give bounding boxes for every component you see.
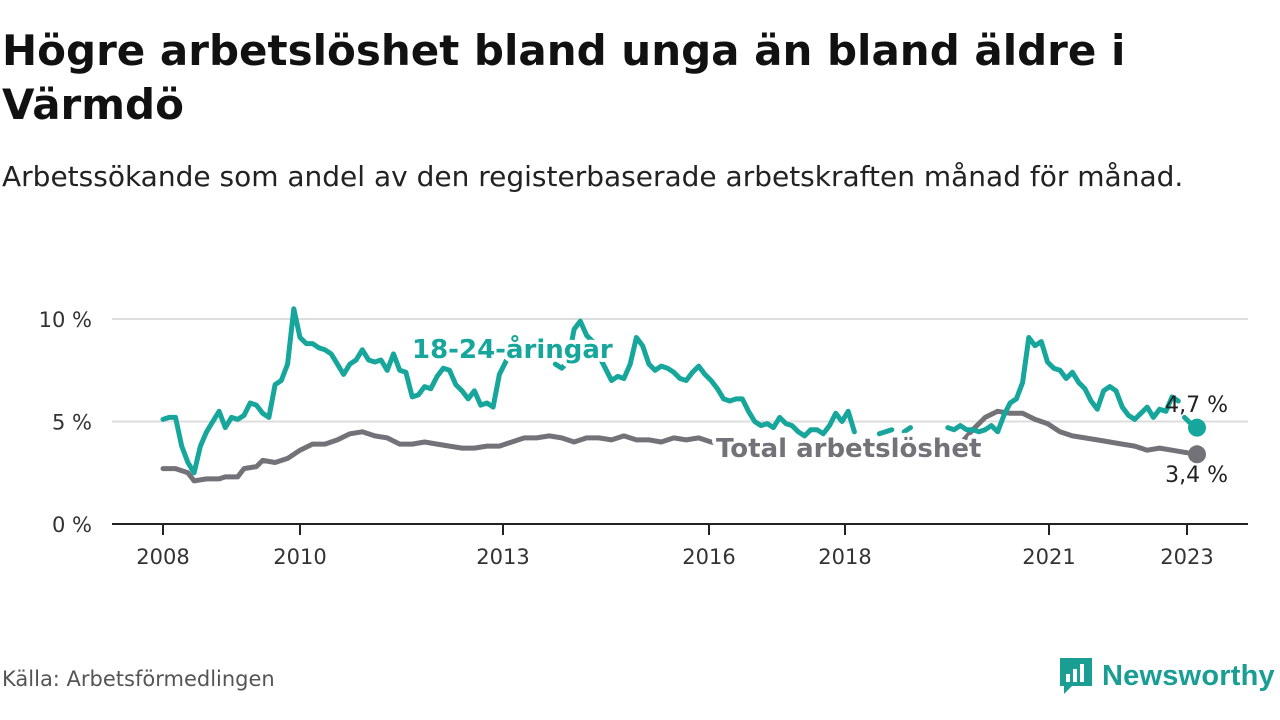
x-tick-label-4: 2018 <box>818 545 871 569</box>
total-end-label: 3,4 % <box>1165 463 1228 488</box>
chart-subtitle: Arbetssökande som andel av den registerb… <box>2 160 1184 193</box>
x-tick-label-5: 2021 <box>1022 545 1075 569</box>
total-end-point <box>1188 445 1206 464</box>
youth-line-segment-4 <box>945 335 1181 435</box>
y-tick-label-1: 5 % <box>52 411 92 435</box>
x-tick-label-0: 2008 <box>136 545 189 569</box>
youth-end-label: 4,7 % <box>1165 393 1228 418</box>
source-note: Källa: Arbetsförmedlingen <box>2 667 275 691</box>
newsworthy-logo-icon <box>1060 658 1092 694</box>
x-tick-label-1: 2010 <box>273 545 326 569</box>
total-series-label-halo: Total arbetslöshet <box>716 434 981 464</box>
x-tick-label-6: 2023 <box>1160 545 1213 569</box>
x-tick-label-2: 2013 <box>476 545 529 569</box>
chart-title: Högre arbetslöshet bland unga än bland ä… <box>2 26 1126 129</box>
youth-end-point <box>1188 418 1206 437</box>
youth-line-segment-0 <box>160 306 512 476</box>
total-line-segment-1 <box>939 408 1200 457</box>
total-line-segment-0 <box>160 429 764 484</box>
x-tick-label-3: 2016 <box>682 545 735 569</box>
brand-logo: Newsworthy <box>1058 652 1275 700</box>
total-series-label: Total arbetslöshet <box>716 434 981 464</box>
youth-line-segment-2 <box>876 427 895 437</box>
youth-series-label-halo: 18-24-åringar <box>412 333 613 365</box>
youth-line-segment-1 <box>552 318 857 439</box>
youth-line-segment-3 <box>901 425 913 435</box>
y-tick-label-0: 0 % <box>52 513 92 537</box>
youth-series-label: 18-24-åringar <box>412 333 613 365</box>
y-tick-label-2: 10 % <box>39 308 92 332</box>
brand-name: Newsworthy <box>1102 659 1275 692</box>
